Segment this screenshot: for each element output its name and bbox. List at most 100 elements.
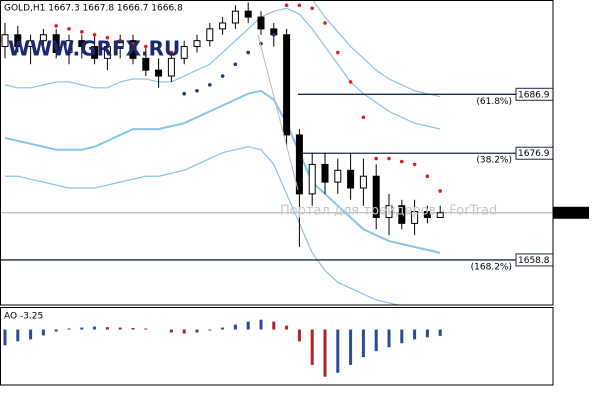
ao-bar xyxy=(67,328,71,330)
candle-body xyxy=(91,46,99,59)
candle-body xyxy=(257,16,265,30)
candle-body xyxy=(423,211,431,218)
level-box xyxy=(515,146,553,160)
sar-dot xyxy=(156,47,161,52)
sar-dot xyxy=(284,3,289,8)
chart-title: GOLD,H1 1667.3 1667.8 1666.7 1666.8 xyxy=(4,4,183,14)
price-box xyxy=(553,206,589,219)
ao-bar xyxy=(208,329,212,331)
band-line xyxy=(4,7,441,130)
level-box xyxy=(515,253,553,267)
candle-body xyxy=(206,28,214,42)
ao-bar xyxy=(400,329,404,344)
candle-body xyxy=(52,34,60,53)
ao-bar xyxy=(361,329,365,358)
sar-dot xyxy=(92,32,97,37)
ao-bar xyxy=(425,329,429,338)
ao-bar xyxy=(54,329,58,332)
ao-bar xyxy=(349,329,353,365)
sar-dot xyxy=(131,41,135,46)
ao-bar xyxy=(387,329,391,348)
candle-body xyxy=(411,211,419,224)
candle-body xyxy=(1,34,9,48)
sar-dot xyxy=(336,50,340,55)
candle-body xyxy=(283,34,291,136)
sar-dot xyxy=(272,32,276,37)
ao-bar xyxy=(118,327,122,330)
candle-body xyxy=(142,57,150,71)
candle-body xyxy=(308,163,316,195)
band-line xyxy=(4,89,441,254)
candle-body xyxy=(231,10,239,24)
candle-body xyxy=(39,34,47,42)
candle-body xyxy=(219,22,227,30)
candle-body xyxy=(334,169,342,183)
candle-body xyxy=(78,40,86,48)
ao-bar xyxy=(3,329,7,346)
level-ratio: (38.2%) xyxy=(476,156,512,166)
price-label: 1666.8 xyxy=(555,209,587,219)
watermark-text: Портал для трейдеров - ForTrad xyxy=(280,204,497,219)
ao-bar xyxy=(413,329,417,340)
ao-bar xyxy=(93,326,97,330)
ao-bar xyxy=(80,327,84,330)
indicator-frame xyxy=(0,307,554,386)
candle-body xyxy=(385,205,393,218)
sar-dot xyxy=(323,21,327,25)
candle-body xyxy=(180,46,188,59)
candle-body xyxy=(436,212,444,218)
sar-dot xyxy=(361,115,366,120)
sar-dot xyxy=(208,83,212,87)
ao-bar xyxy=(29,329,33,340)
level-ratio: (61.8%) xyxy=(476,97,512,107)
sar-dot xyxy=(297,3,302,8)
watermark: WWW.GRFX.RU xyxy=(8,37,180,61)
candle-body xyxy=(167,57,175,77)
sar-dot xyxy=(144,44,148,49)
sar-dot xyxy=(105,35,110,40)
ao-bar xyxy=(195,329,199,333)
sar-dot xyxy=(118,38,122,43)
candle-body xyxy=(244,10,252,18)
sar-dot xyxy=(400,159,404,164)
ao-bar xyxy=(374,329,378,352)
sar-dot xyxy=(182,91,186,96)
candle-body xyxy=(398,205,406,224)
ao-bar xyxy=(131,327,135,330)
ao-bar xyxy=(310,329,314,365)
ao-bar xyxy=(182,329,186,334)
sar-dot xyxy=(374,156,379,161)
sar-dot xyxy=(233,62,238,67)
candle-body xyxy=(347,169,355,189)
candle-body xyxy=(27,40,35,48)
candle-body xyxy=(295,134,303,195)
ao-bar xyxy=(16,329,20,342)
sar-dot xyxy=(425,174,430,179)
ao-bar xyxy=(438,329,442,336)
ao-bar xyxy=(285,325,289,330)
sar-dot xyxy=(246,50,250,55)
ao-bar xyxy=(41,329,45,336)
main-frame xyxy=(0,0,554,306)
ao-bar xyxy=(144,328,148,330)
candle-body xyxy=(65,40,73,53)
candle-body xyxy=(193,40,201,48)
indicator-pane xyxy=(3,319,442,377)
sar-dot xyxy=(438,189,443,193)
level-value: 1676.9 xyxy=(518,149,550,159)
indicator-title: AO -3.25 xyxy=(4,312,43,322)
ao-bar xyxy=(221,327,225,330)
sar-dot xyxy=(80,30,84,34)
candle-body xyxy=(14,34,22,48)
ao-bar xyxy=(105,327,109,330)
level-value: 1658.8 xyxy=(518,256,550,266)
sar-dot xyxy=(412,162,417,167)
axes: 1666.8 xyxy=(553,206,589,219)
sar-dot xyxy=(310,6,315,11)
candle-body xyxy=(155,69,163,77)
sar-dot xyxy=(54,24,58,28)
level-ratio: (168.2%) xyxy=(471,262,512,272)
candle-body xyxy=(103,46,111,59)
